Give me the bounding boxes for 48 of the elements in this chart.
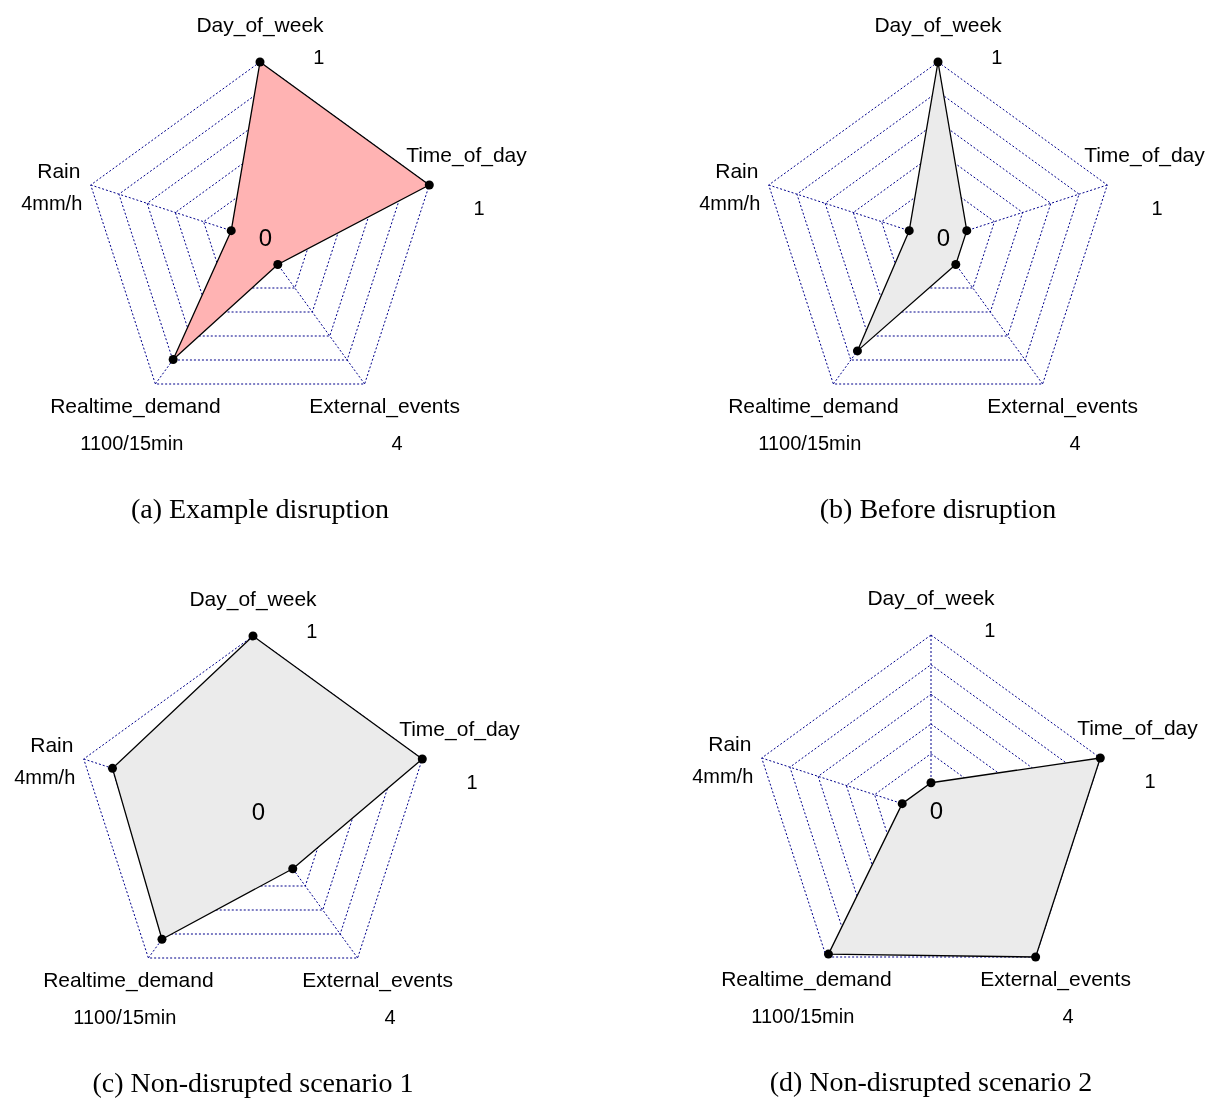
text: 1 <box>473 197 485 220</box>
text: 4 <box>391 431 403 454</box>
spoke-label: External_events <box>302 967 453 992</box>
text: 0 <box>936 224 951 252</box>
text: 1 <box>313 45 325 68</box>
text: 1 <box>991 45 1003 68</box>
text: 1100/15min <box>80 431 184 454</box>
spoke-label: Realtime_demand <box>721 966 892 991</box>
text: 4 <box>1062 1004 1074 1027</box>
spoke-label: Realtime_demand <box>43 967 214 992</box>
text: (c) Non-disrupted scenario 1 <box>92 1067 414 1099</box>
text: 1 <box>306 619 318 642</box>
text: 1 <box>984 618 996 641</box>
text: 4 <box>384 1005 396 1028</box>
spoke-label: Time_of_day <box>399 716 521 741</box>
spoke-label: Realtime_demand <box>50 393 221 418</box>
spoke-label: Time_of_day <box>1084 142 1206 167</box>
text: 4mm/h <box>692 764 754 787</box>
spoke-label: Rain <box>30 732 74 756</box>
text: 1100/15min <box>73 1005 177 1028</box>
spoke-label: Rain <box>715 158 759 182</box>
spoke-label: Day_of_week <box>189 586 318 611</box>
text: 0 <box>251 798 266 826</box>
text: 0 <box>258 224 273 252</box>
text: 4mm/h <box>699 191 761 214</box>
text: 4 <box>1069 431 1081 454</box>
text: 1 <box>1151 197 1163 220</box>
text: 4mm/h <box>14 765 76 788</box>
spoke-label: Day_of_week <box>196 12 325 37</box>
spoke-label: Time_of_day <box>1077 715 1199 740</box>
text: 1100/15min <box>758 431 862 454</box>
text: 1 <box>1144 770 1156 793</box>
text: (d) Non-disrupted scenario 2 <box>769 1066 1093 1098</box>
spoke-label: Rain <box>708 731 752 755</box>
text: 4mm/h <box>21 191 83 214</box>
text: 1100/15min <box>751 1004 855 1027</box>
text: 1 <box>466 771 478 794</box>
text: (a) Example disruption <box>130 493 390 525</box>
spoke-label: Day_of_week <box>874 12 1003 37</box>
spoke-label: External_events <box>987 393 1138 418</box>
text: (b) Before disruption <box>819 493 1057 525</box>
spoke-label: External_events <box>980 966 1131 991</box>
spoke-label: Time_of_day <box>406 142 528 167</box>
spoke-label: Realtime_demand <box>728 393 899 418</box>
text: 0 <box>929 797 944 825</box>
spoke-label: Day_of_week <box>867 585 996 610</box>
spoke-label: External_events <box>309 393 460 418</box>
spoke-label: Rain <box>37 158 81 182</box>
